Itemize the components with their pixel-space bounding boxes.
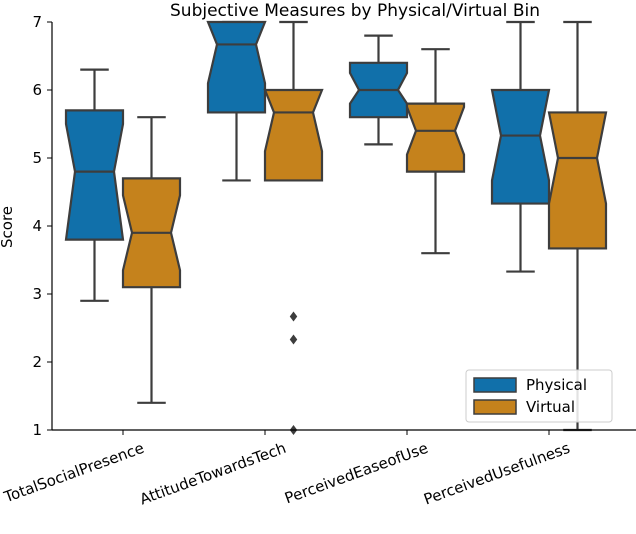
legend-swatch-physical <box>473 377 517 393</box>
outlier-point-virtual <box>289 311 298 322</box>
box-physical <box>490 88 551 205</box>
y-tick-label: 5 <box>32 149 42 167</box>
x-tick-label: AttitudeTowardsTech <box>137 439 288 509</box>
y-tick-label: 6 <box>32 81 42 99</box>
x-axis: TotalSocialPresenceAttitudeTowardsTechPe… <box>1 430 573 508</box>
x-tick-label: PerceivedEaseofUse <box>282 439 430 508</box>
x-tick-label: TotalSocialPresence <box>1 439 147 507</box>
box-virtual <box>547 111 608 250</box>
y-axis: 1 2 3 4 5 6 7 <box>32 13 52 439</box>
legend[interactable]: Physical Virtual <box>465 369 613 423</box>
chart-title: Subjective Measures by Physical/Virtual … <box>170 1 540 21</box>
legend-swatch-virtual <box>473 399 517 415</box>
y-tick-label: 3 <box>32 285 42 303</box>
box-physical <box>64 109 125 241</box>
outlier-point-virtual <box>289 334 298 345</box>
box-virtual <box>263 88 324 182</box>
box-physical <box>206 20 267 114</box>
box-virtual <box>405 102 466 173</box>
x-tick-label: PerceivedUsefulness <box>421 439 572 509</box>
legend-label-physical: Physical <box>526 376 587 394</box>
y-tick-label: 2 <box>32 353 42 371</box>
y-tick-label: 4 <box>32 217 42 235</box>
y-tick-label: 7 <box>32 13 42 31</box>
legend-label-virtual: Virtual <box>526 398 575 416</box>
y-tick-label: 1 <box>32 421 42 439</box>
plot-area <box>64 20 608 435</box>
y-axis-label: Score <box>0 206 16 248</box>
